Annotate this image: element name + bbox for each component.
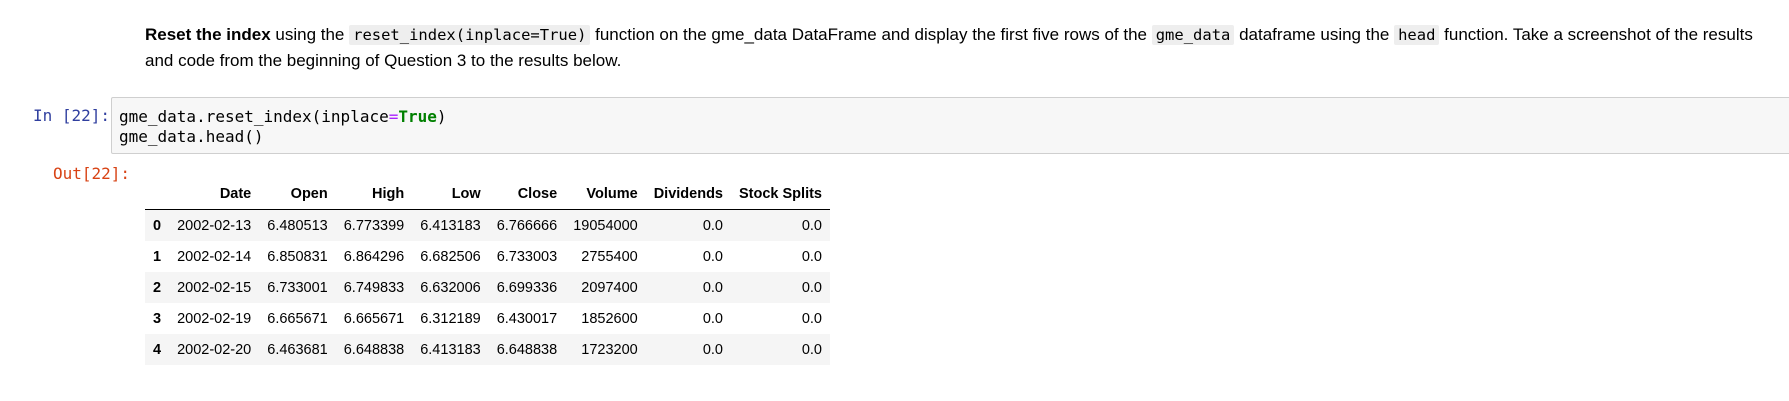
column-header: Open: [259, 179, 336, 210]
table-cell: 0.0: [702, 279, 723, 296]
row-index: 4: [153, 341, 162, 358]
table-cell: 6.682506: [420, 248, 481, 265]
instruction-text: function. Take a screenshot of the resul…: [145, 25, 1753, 70]
table-cell: 6.312189: [420, 310, 481, 327]
code-text: ): [436, 107, 447, 126]
column-header: High: [335, 179, 413, 210]
table-cell: 6.864296: [343, 248, 405, 265]
table-cell: 6.648838: [496, 341, 558, 358]
column-header: Volume: [565, 179, 646, 210]
instruction-text: using the: [270, 25, 350, 44]
column-header: Date: [169, 179, 260, 210]
table-cell: 2002-02-19: [177, 310, 252, 327]
table-cell: 6.632006: [420, 279, 481, 296]
table-cell: 6.850831: [267, 248, 328, 265]
table-cell: 0.0: [801, 341, 822, 358]
table-cell: 0.0: [801, 279, 822, 296]
column-header: Dividends: [645, 179, 731, 210]
table-cell: 19054000: [573, 217, 638, 234]
table-cell: 1723200: [581, 341, 638, 358]
table-cell: 0.0: [702, 217, 723, 234]
inline-code-gme-data: gme_data: [1151, 25, 1235, 45]
dataframe-table: Date Open High Low Close Volume Dividend…: [145, 179, 830, 365]
table-cell: 6.766666: [496, 217, 558, 234]
code-operator: =: [388, 107, 399, 126]
input-prompt: In [22]:: [32, 106, 110, 125]
table-cell: 6.733003: [496, 248, 558, 265]
table-cell: 0.0: [801, 310, 822, 327]
table-row: 0 2002-02-13 6.480513 6.773399 6.413183 …: [145, 209, 830, 241]
table-row: 3 2002-02-19 6.665671 6.665671 6.312189 …: [145, 303, 830, 334]
table-cell: 6.749833: [343, 279, 405, 296]
table-row: 1 2002-02-14 6.850831 6.864296 6.682506 …: [145, 241, 830, 272]
instruction-bold: Reset the index: [145, 25, 271, 44]
markdown-cell[interactable]: Reset the index using the reset_index(in…: [145, 22, 1755, 73]
row-index: 3: [153, 310, 162, 327]
table-cell: 6.413183: [420, 341, 481, 358]
table-cell: 6.648838: [343, 341, 405, 358]
table-cell: 6.773399: [343, 217, 405, 234]
row-index: 0: [153, 217, 162, 234]
table-cell: 1852600: [581, 310, 638, 327]
table-cell: 6.413183: [420, 217, 481, 234]
table-cell: 6.480513: [267, 217, 328, 234]
code-keyword: True: [398, 107, 437, 126]
instruction-text: function on the gme_data DataFrame and d…: [590, 25, 1152, 44]
index-header: [145, 179, 170, 210]
code-line-2: gme_data.head(): [119, 127, 264, 146]
inline-code-head: head: [1394, 25, 1440, 45]
column-header: Close: [488, 179, 566, 210]
code-line-1: gme_data.reset_index(inplace=True): [119, 107, 447, 126]
table-cell: 0.0: [702, 248, 723, 265]
column-header: Stock Splits: [731, 179, 830, 210]
table-cell: 6.463681: [267, 341, 328, 358]
table-cell: 2002-02-20: [177, 341, 252, 358]
table-cell: 6.733001: [267, 279, 328, 296]
table-row: 4 2002-02-20 6.463681 6.648838 6.413183 …: [145, 334, 830, 365]
table-cell: 2755400: [581, 248, 638, 265]
instruction-text: dataframe using the: [1234, 25, 1395, 44]
table-cell: 0.0: [702, 310, 723, 327]
table-cell: 6.665671: [267, 310, 328, 327]
output-prompt: Out[22]:: [52, 164, 130, 183]
table-cell: 6.430017: [496, 310, 558, 327]
row-index: 1: [153, 248, 162, 265]
column-header: Low: [412, 179, 489, 210]
row-index: 2: [153, 279, 162, 296]
inline-code-reset-index: reset_index(inplace=True): [349, 25, 591, 45]
table-cell: 2002-02-13: [177, 217, 252, 234]
table-cell: 0.0: [801, 217, 822, 234]
table-cell: 0.0: [801, 248, 822, 265]
table-cell: 6.699336: [496, 279, 558, 296]
table-header-row: Date Open High Low Close Volume Dividend…: [145, 179, 830, 210]
table-cell: 2002-02-15: [177, 279, 252, 296]
table-row: 2 2002-02-15 6.733001 6.749833 6.632006 …: [145, 272, 830, 303]
code-text: gme_data.reset_index(inplace: [119, 107, 389, 126]
table-cell: 2097400: [581, 279, 638, 296]
table-cell: 2002-02-14: [177, 248, 252, 265]
code-cell-editor[interactable]: gme_data.reset_index(inplace=True) gme_d…: [111, 97, 1789, 154]
table-cell: 6.665671: [343, 310, 405, 327]
table-cell: 0.0: [702, 341, 723, 358]
